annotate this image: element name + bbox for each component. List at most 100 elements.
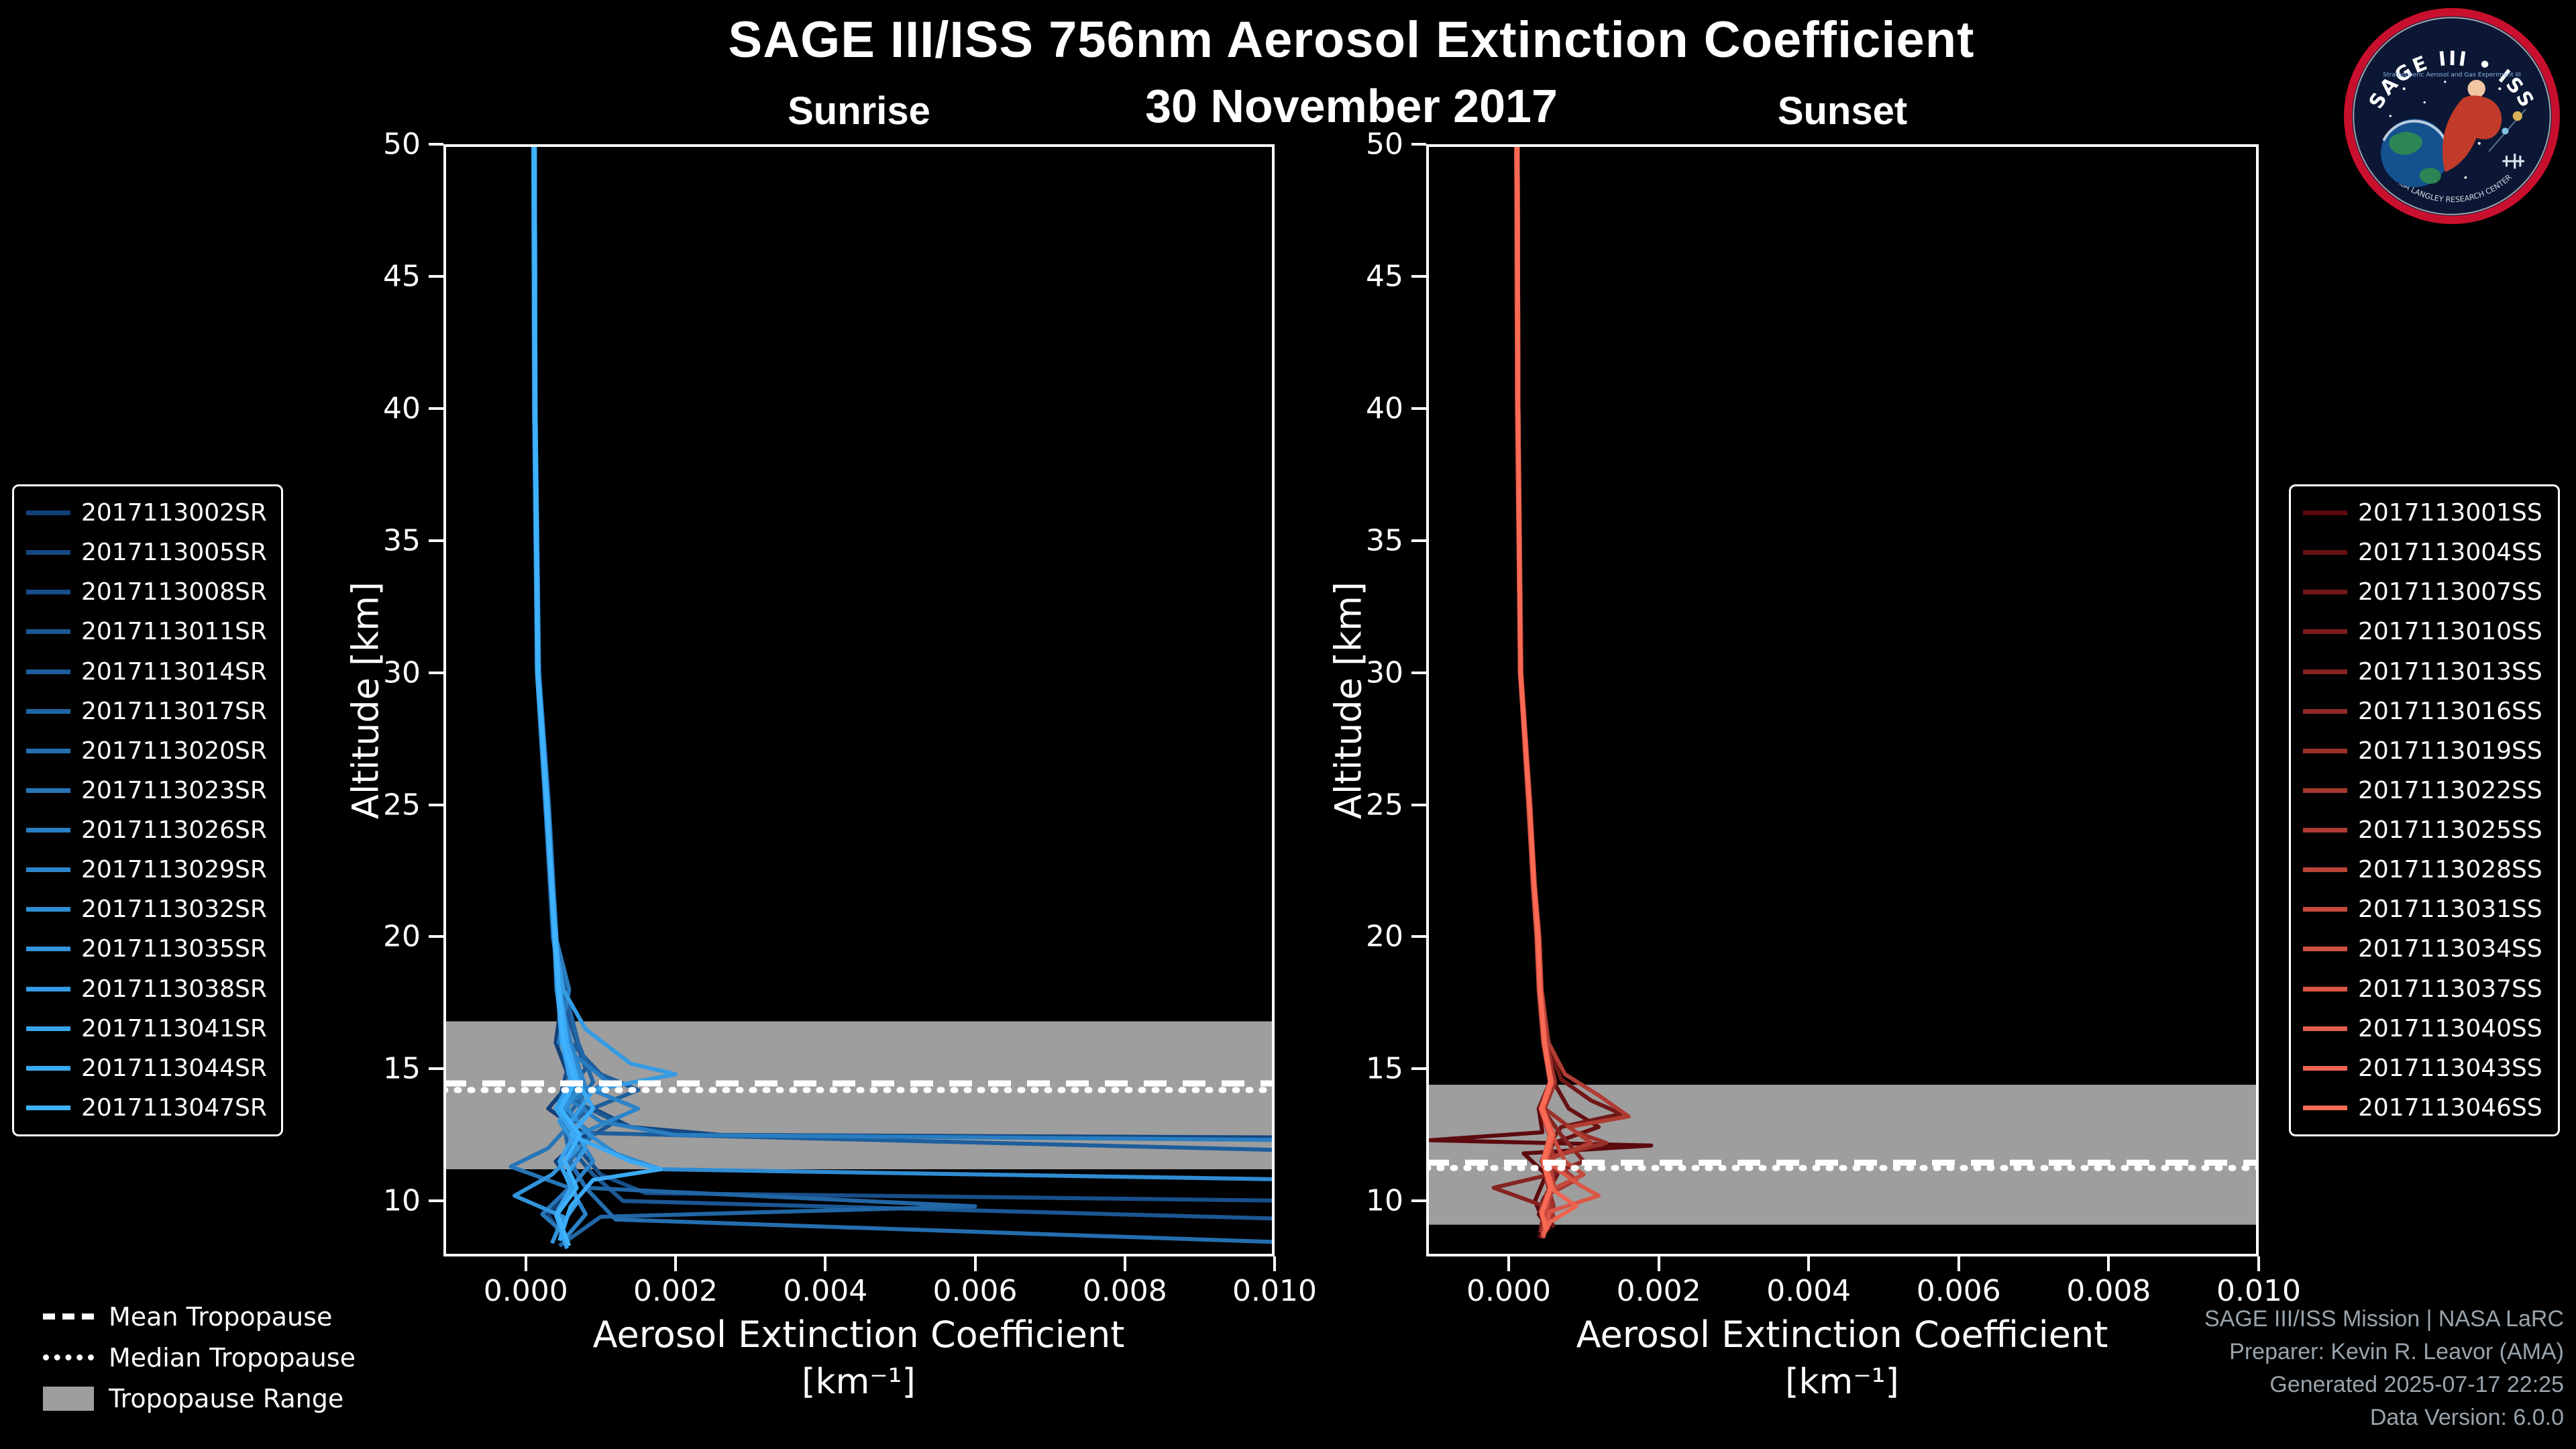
sunset-y-tick-label: 10 <box>1366 1183 1403 1218</box>
sunrise-x-tick-label: 0.006 <box>932 1274 1018 1308</box>
sunset-x-axis-label: Aerosol Extinction Coefficient <box>1576 1313 2108 1356</box>
sunset-x-tick <box>2107 1256 2110 1271</box>
legend-item-2017113038SR: 2017113038SR <box>26 969 269 1009</box>
figure-date: 30 November 2017 <box>1145 80 1558 132</box>
legend-label: 2017113007SS <box>2358 578 2542 606</box>
legend-item-2017113010SS: 2017113010SS <box>2303 612 2546 651</box>
sunrise-x-tick-label: 0.002 <box>633 1274 718 1308</box>
legend-label: 2017113002SR <box>81 499 267 527</box>
sunrise-plot-frame <box>443 144 1275 1256</box>
sunrise-y-tick <box>429 143 443 146</box>
sunrise-y-tick-label: 15 <box>383 1051 421 1086</box>
legend-item-2017113034SS: 2017113034SS <box>2303 929 2546 969</box>
legend-item-2017113001SS: 2017113001SS <box>2303 493 2546 533</box>
sunset-x-tick-label: 0.002 <box>1616 1274 1701 1308</box>
sunset-x-tick-label: 0.004 <box>1766 1274 1851 1308</box>
legend-item-2017113019SS: 2017113019SS <box>2303 731 2546 771</box>
median-tropopause-label: Median Tropopause <box>109 1342 356 1373</box>
legend-line-swatch <box>2303 708 2347 714</box>
legend-item-2017113047SR: 2017113047SR <box>26 1088 269 1128</box>
profile-2017113047SR <box>532 144 582 1247</box>
logo-figure-robe <box>2442 95 2502 172</box>
sunrise-x-tick <box>1123 1256 1126 1271</box>
legend-label: 2017113025SS <box>2358 816 2542 845</box>
legend-line-swatch <box>26 828 70 833</box>
sunset-x-tick <box>1657 1256 1660 1271</box>
legend-label: 2017113044SR <box>81 1054 267 1082</box>
sunrise-y-tick <box>429 671 443 674</box>
sunrise-x-axis-label: Aerosol Extinction Coefficient <box>592 1313 1125 1356</box>
sunset-y-tick <box>1411 539 1426 542</box>
legend-line-swatch <box>2303 511 2347 516</box>
legend-label: 2017113040SS <box>2358 1014 2542 1042</box>
sunrise-y-tick <box>429 274 443 278</box>
legend-item-2017113046SS: 2017113046SS <box>2303 1088 2546 1128</box>
sunrise-panel-title: Sunrise <box>788 89 930 133</box>
sunset-x-tick <box>2257 1256 2260 1271</box>
legend-label: 2017113022SS <box>2358 776 2542 804</box>
legend-item-2017113017SR: 2017113017SR <box>26 692 269 731</box>
credit-line-generated: Generated 2025-07-17 22:25 <box>2269 1372 2564 1397</box>
legend-item-2017113014SR: 2017113014SR <box>26 652 269 692</box>
legend-label: 2017113031SS <box>2358 896 2542 924</box>
legend-item-2017113011SR: 2017113011SR <box>26 612 269 651</box>
sunset-y-tick-label: 30 <box>1366 655 1403 690</box>
sunrise-y-tick-label: 10 <box>383 1183 421 1218</box>
legend-label: 2017113035SR <box>81 935 267 963</box>
sunset-x-tick <box>1507 1256 1510 1271</box>
mean-tropopause-legend-item: Mean Tropopause <box>43 1296 356 1337</box>
legend-label: 2017113028SS <box>2358 856 2542 884</box>
legend-line-swatch <box>26 629 70 635</box>
legend-label: 2017113038SR <box>81 975 267 1003</box>
legend-line-swatch <box>2303 947 2347 952</box>
sunrise-y-tick-label: 40 <box>383 391 421 426</box>
sunrise-y-tick <box>429 803 443 806</box>
legend-item-2017113025SS: 2017113025SS <box>2303 810 2546 850</box>
legend-line-swatch <box>2303 867 2347 873</box>
sunrise-y-axis-label: Altitude [km] <box>344 581 387 820</box>
legend-item-2017113041SR: 2017113041SR <box>26 1009 269 1049</box>
legend-line-swatch <box>26 511 70 516</box>
sunrise-x-tick-label: 0.010 <box>1232 1274 1317 1308</box>
legend-label: 2017113023SR <box>81 776 267 804</box>
credits: SAGE III/ISS Mission | NASA LaRC Prepare… <box>2204 1303 2564 1434</box>
legend-item-2017113008SR: 2017113008SR <box>26 572 269 612</box>
legend-item-2017113023SR: 2017113023SR <box>26 771 269 810</box>
sunrise-y-tick <box>429 1199 443 1203</box>
sunset-x-tick-label: 0.010 <box>2216 1274 2301 1308</box>
legend-line-swatch <box>2303 788 2347 793</box>
tropopause-range-label: Tropopause Range <box>109 1383 344 1413</box>
legend-label: 2017113008SR <box>81 578 267 606</box>
legend-line-swatch <box>2303 1105 2347 1110</box>
legend-line-swatch <box>26 708 70 714</box>
legend-label: 2017113010SS <box>2358 618 2542 646</box>
sunset-y-tick <box>1411 1199 1426 1203</box>
sage-iss-logo: SAGE III • ISS Stratospheric Aerosol and… <box>2344 8 2560 224</box>
profile-2017113046SS <box>1515 144 1553 1231</box>
legend-item-2017113037SS: 2017113037SS <box>2303 969 2546 1009</box>
legend-line-swatch <box>2303 748 2347 753</box>
legend-line-swatch <box>2303 590 2347 595</box>
legend-label: 2017113017SR <box>81 697 267 725</box>
legend-item-2017113032SR: 2017113032SR <box>26 890 269 929</box>
legend-line-swatch <box>26 986 70 991</box>
legend-label: 2017113041SR <box>81 1014 267 1042</box>
sunset-x-tick-label: 0.006 <box>1916 1274 2001 1308</box>
sunrise-y-tick-label: 25 <box>383 788 421 822</box>
sunrise-x-tick <box>973 1256 977 1271</box>
profile-2017113026SR <box>532 144 1275 1142</box>
sunset-y-tick-label: 40 <box>1366 391 1403 426</box>
logo-earth-land-2 <box>2419 168 2441 184</box>
legend-line-swatch <box>2303 828 2347 833</box>
legend-line-swatch <box>2303 550 2347 555</box>
sunset-y-tick <box>1411 274 1426 278</box>
sunset-legend: 2017113001SS 2017113004SS 2017113007SS 2017… <box>2289 484 2560 1136</box>
sunset-x-axis-units: [km⁻¹] <box>1785 1362 1899 1402</box>
legend-label: 2017113029SR <box>81 856 267 884</box>
sunrise-legend: 2017113002SR 2017113005SR 2017113008SR 2017… <box>12 484 283 1136</box>
sunset-y-tick <box>1411 935 1426 938</box>
legend-label: 2017113005SR <box>81 539 267 567</box>
sunrise-y-tick-label: 50 <box>383 127 421 162</box>
legend-line-swatch <box>2303 629 2347 635</box>
